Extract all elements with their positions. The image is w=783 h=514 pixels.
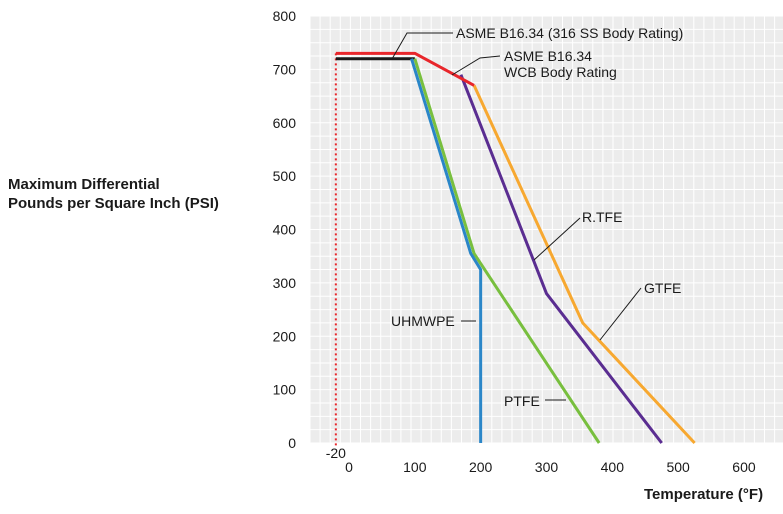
leader-rtfe	[533, 217, 581, 261]
y-axis-label-line1: Maximum Differential	[8, 176, 160, 193]
y-tick-label: 100	[273, 382, 297, 398]
series-line-uhmwpe	[410, 58, 483, 443]
annotation-gtfe: GTFE	[644, 280, 681, 296]
x-tick-label: 600	[732, 459, 756, 475]
x-tick-label: 100	[403, 459, 427, 475]
series-line-gtfe	[472, 84, 696, 445]
y-tick-label: 800	[273, 8, 297, 24]
annotation-asme-316: ASME B16.34 (316 SS Body Rating)	[456, 25, 683, 41]
y-tick-label: 600	[273, 115, 297, 131]
x-tick-label: 0	[345, 459, 353, 475]
y-tick-label: 700	[273, 61, 297, 77]
y-tick-label: 200	[273, 328, 297, 344]
grid-lines	[309, 15, 783, 444]
annotation-rtfe: R.TFE	[582, 209, 622, 225]
y-axis-ticks: 0 100 200 300 400 500 600 700 800	[273, 8, 297, 451]
annotations: ASME B16.34 (316 SS Body Rating) ASME B1…	[391, 25, 683, 409]
series-lines	[335, 51, 696, 445]
leader-asme-316	[391, 32, 453, 60]
annotation-uhmwpe: UHMWPE	[391, 313, 455, 329]
x-axis-label: Temperature (°F)	[644, 486, 764, 503]
x-tick-label: 400	[601, 459, 625, 475]
y-axis-label: Maximum Differential Pounds per Square I…	[8, 175, 219, 213]
y-tick-label: 0	[288, 435, 296, 451]
x-axis-ticks: 0 100 200 300 400 500 600 -20	[326, 445, 756, 475]
annotation-ptfe: PTFE	[504, 393, 540, 409]
x-tick-label: 200	[469, 459, 493, 475]
y-tick-label: 300	[273, 275, 297, 291]
leader-gtfe	[599, 287, 642, 341]
series-line-ptfe	[413, 58, 601, 444]
series-line-asme-b16-34-316-ss-body-rating	[335, 51, 475, 87]
x-tick-label: 500	[666, 459, 690, 475]
annotation-asme-wcb-line1: ASME B16.34	[504, 48, 592, 64]
series-line-r-tfe	[459, 74, 663, 444]
annotation-asme-wcb-line2: WCB Body Rating	[504, 64, 617, 80]
x-tick-label-min: -20	[326, 445, 346, 461]
y-tick-label: 500	[273, 168, 297, 184]
y-tick-label: 400	[273, 222, 297, 238]
y-axis-label-line2: Pounds per Square Inch (PSI)	[8, 195, 219, 212]
leader-asme-wcb	[451, 55, 501, 76]
x-tick-label: 300	[535, 459, 559, 475]
